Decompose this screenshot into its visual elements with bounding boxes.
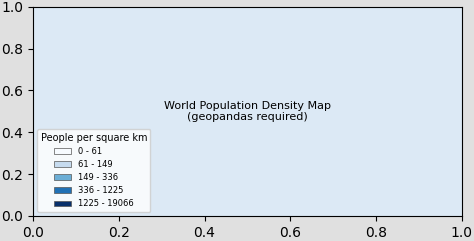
Legend: 0 - 61, 61 - 149, 149 - 336, 336 - 1225, 1225 - 19066: 0 - 61, 61 - 149, 149 - 336, 336 - 1225,… — [37, 129, 150, 212]
Text: World Population Density Map
(geopandas required): World Population Density Map (geopandas … — [164, 100, 331, 122]
